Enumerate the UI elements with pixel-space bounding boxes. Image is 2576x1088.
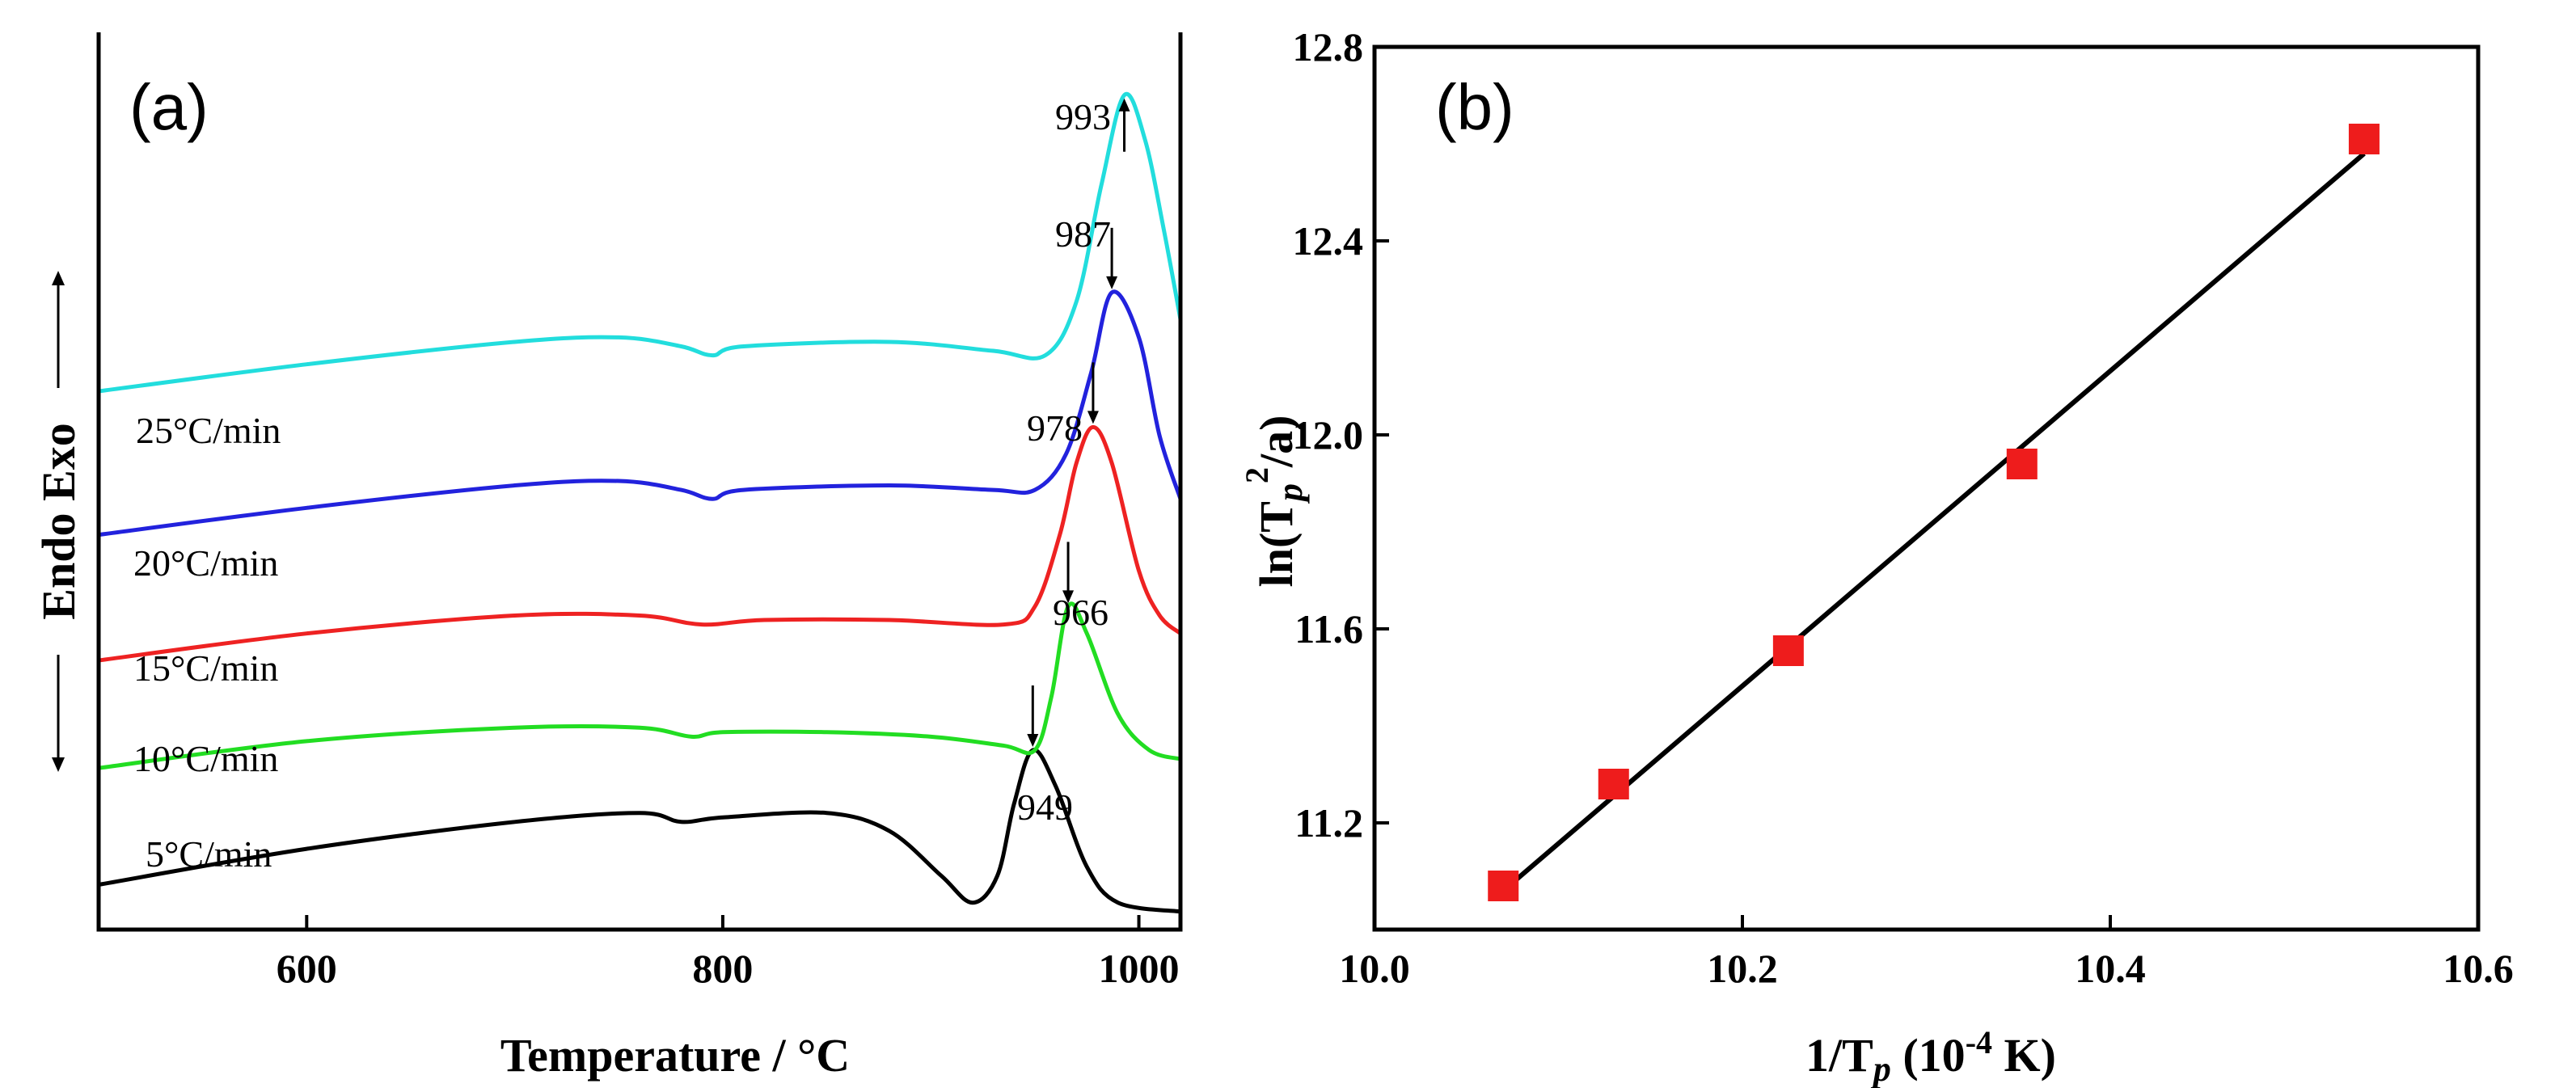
peak-label-5: 993 [1055,96,1111,137]
chart-b-y-tick-label: 11.2 [1294,800,1363,846]
chart-b-x-tick-label: 10.0 [1339,946,1410,991]
chart-b-y-tick-label: 12.8 [1293,24,1364,70]
dsc-curve-4 [98,289,1183,538]
dsc-curve-label-3: 15°C/min [133,647,278,689]
chart-b-y-tick-label: 11.6 [1294,606,1363,652]
panel-b-kissinger-plot: 10.0 10.2 10.4 10.6 11.2 11.6 12.0 12.4 12.8 (b)… [1213,0,2576,1088]
chart-a-y-axis-title-group: Endo Exo [32,271,85,772]
data-point-4 [2006,449,2038,479]
panel-b-label: (b) [1435,71,1514,143]
y-axis-arrowhead-right [52,271,65,285]
peak-arrowhead-5 [1118,98,1130,112]
peak-label-3: 978 [1027,407,1083,449]
chart-b-y-axis-title-group: ln(Tp2/a) [1239,415,1310,588]
dsc-curve-label-4: 20°C/min [133,542,278,584]
peak-label-4: 987 [1055,213,1111,255]
y-title-subscript: p [1270,483,1310,504]
y-title-superscript: 2 [1239,467,1275,483]
peak-label-2: 966 [1053,592,1109,633]
dsc-curve-2 [98,601,1181,770]
chart-a-x-tick-label: 800 [692,946,753,991]
chart-a-x-tick-label: 600 [277,946,337,991]
data-point-3 [1772,635,1804,666]
panel-a-label: (a) [129,71,209,143]
chart-a-frame [96,32,1183,932]
peak-label-1: 949 [1017,786,1073,828]
data-point-1 [1488,871,1519,901]
chart-b-x-tick-label: 10.4 [2075,946,2146,991]
chart-a-x-tick-label: 1000 [1099,946,1180,991]
y-axis-arrowhead-left [52,757,65,772]
chart-b-x-axis-title: 1/Tp (10-4 K) [1805,1024,2056,1088]
data-point-2 [1598,769,1629,799]
chart-a-svg: 5°C/min 949 10°C/min 966 15°C/min 978 20°C/min… [32,32,1183,1082]
panel-a-dsc-curves: 5°C/min 949 10°C/min 966 15°C/min 978 20°C/min… [0,0,1213,1088]
peak-arrowhead-4 [1106,276,1118,289]
dsc-curve-label-1: 5°C/min [146,833,272,875]
chart-b-x-tick-label: 10.6 [2443,946,2514,991]
chart-b-y-tick-label: 12.0 [1293,412,1364,458]
x-title-exponent: -4 [1966,1024,1992,1061]
x-title-subscript: p [1870,1049,1891,1088]
peak-arrowhead-2 [1062,590,1075,604]
dsc-curve-5 [98,91,1183,394]
chart-a-y-axis-title: Endo Exo [32,423,85,619]
data-point-5 [2348,124,2380,154]
dsc-curve-label-2: 10°C/min [133,738,278,779]
chart-b-y-tick-label: 12.4 [1293,218,1364,264]
x-title-main: 1/T [1805,1029,1873,1082]
x-title-suffix: (10 [1891,1029,1966,1082]
peak-arrowhead-1 [1027,734,1039,747]
chart-b-frame [1372,44,2481,932]
linear-fit-line [1501,151,2366,893]
dsc-curve-label-5: 25°C/min [136,410,281,451]
dsc-curve-3 [98,424,1182,663]
dsc-curve-1 [98,748,1181,914]
y-title-main: ln(T [1250,501,1303,587]
chart-b-y-axis-title: ln(Tp2/a) [1239,415,1310,588]
y-title-end: /a) [1250,415,1303,468]
peak-arrowhead-3 [1087,411,1099,424]
chart-b-x-tick-label: 10.2 [1707,946,1778,991]
x-title-end: K) [1992,1029,2056,1082]
chart-b-svg: 10.0 10.2 10.4 10.6 11.2 11.6 12.0 12.4 12.8 (b)… [1239,24,2514,1088]
chart-a-x-axis-title: Temperature / °C [500,1029,850,1082]
